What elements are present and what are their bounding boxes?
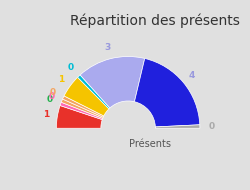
Text: 1: 1 — [43, 110, 49, 119]
Text: 0: 0 — [208, 122, 214, 131]
Wedge shape — [62, 96, 104, 117]
Wedge shape — [134, 59, 200, 127]
Text: 4: 4 — [189, 70, 195, 80]
Wedge shape — [80, 56, 145, 108]
Text: 0: 0 — [50, 88, 56, 97]
Text: 0: 0 — [68, 63, 74, 72]
Wedge shape — [78, 75, 110, 109]
Text: 0: 0 — [48, 92, 54, 101]
Wedge shape — [64, 77, 109, 116]
Wedge shape — [61, 99, 103, 118]
Text: 0: 0 — [47, 96, 53, 105]
Wedge shape — [60, 102, 103, 120]
Text: 1: 1 — [58, 75, 64, 84]
Text: Présents: Présents — [129, 139, 171, 149]
Wedge shape — [56, 105, 102, 128]
Text: 3: 3 — [104, 43, 111, 52]
Text: Répartition des présents: Répartition des présents — [70, 13, 240, 28]
Wedge shape — [155, 125, 200, 128]
